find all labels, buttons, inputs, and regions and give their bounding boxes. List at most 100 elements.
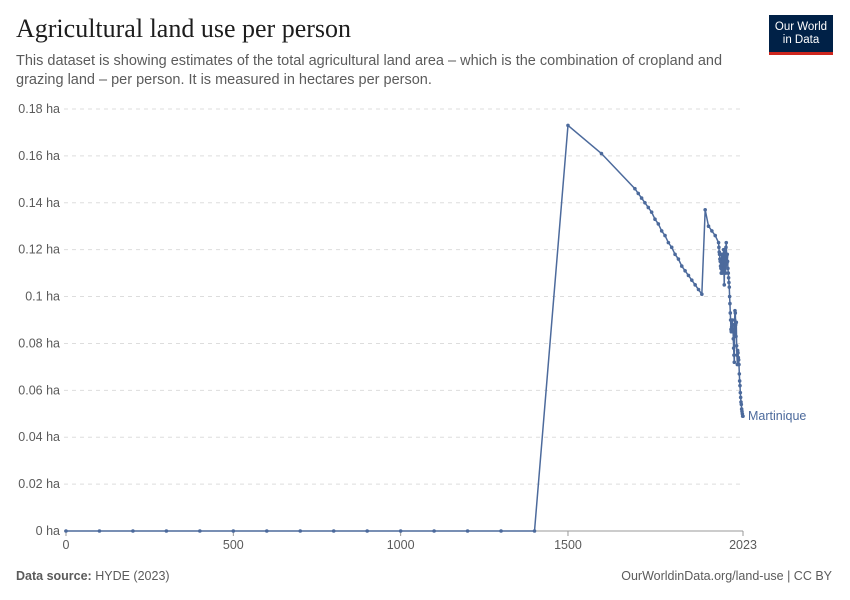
data-line [66,123,744,532]
data-point [599,151,604,156]
y-tick-label: 0.18 ha [18,102,60,116]
data-point [64,529,68,533]
data-point [164,529,169,533]
data-point [717,245,721,250]
data-point [727,294,732,299]
data-point [741,414,745,418]
data-point [676,257,681,261]
data-point [723,250,727,254]
data-point [656,222,661,226]
logo-text[interactable]: Our World [774,20,828,33]
data-point [737,379,742,383]
data-point [731,346,736,350]
data-point [649,210,654,214]
data-point [639,196,644,200]
data-point [739,402,744,407]
data-point [724,245,728,250]
footer-link[interactable]: OurWorldinData.org/land-use | CC BY [621,569,832,583]
data-point [725,252,730,257]
data-point [689,278,694,282]
y-tick-label: 0.1 ha [25,290,60,304]
data-point [696,287,701,292]
data-point [728,311,733,315]
data-point [719,266,723,271]
y-tick-label: 0.12 ha [18,243,60,257]
data-point [663,233,667,238]
x-tick-label: 0 [63,538,70,552]
data-point [737,372,742,376]
logo-text[interactable]: in Data [782,33,820,46]
data-point [738,390,743,395]
data-point [669,245,674,250]
series-label: Martinique [748,409,806,423]
data-point [736,358,741,362]
data-point [732,353,736,357]
data-point [720,252,725,257]
data-point [727,285,732,289]
data-point [633,186,637,191]
data-point [666,240,671,245]
data-point [734,334,738,339]
data-point [706,224,711,229]
source-label: Data source: [16,569,92,583]
data-point [713,233,718,238]
source-link[interactable]: HYDE (2023) [95,569,170,583]
data-point [727,280,731,285]
data-point [725,259,730,264]
data-point [731,336,736,341]
x-tick-label: 1500 [554,538,582,552]
data-point [465,529,470,533]
y-tick-label: 0.06 ha [18,383,60,397]
data-point [722,283,727,287]
data-point [131,529,135,533]
data-point [683,268,687,273]
data-point [700,292,704,297]
data-point [646,205,651,210]
data-point [710,229,714,233]
data-point [636,191,641,196]
data-point [737,362,741,367]
data-point [723,271,728,275]
data-point [738,395,743,400]
data-point [738,383,742,388]
chart-subtitle: This dataset is showing estimates of the… [16,53,723,88]
data-point [736,351,740,355]
x-tick-label: 1000 [387,538,415,552]
data-point [722,259,727,264]
y-tick-label: 0.04 ha [18,430,60,444]
data-point [726,271,731,275]
logo[interactable]: Our World in Data [769,15,833,55]
y-tick-label: 0.16 ha [18,149,60,163]
data-point [726,266,730,271]
data-point [659,229,664,233]
y-tick-label: 0.14 ha [18,196,60,210]
data-point [97,529,102,533]
data-point [231,529,236,533]
data-point [724,240,729,245]
data-point [731,322,735,327]
data-point [716,240,721,245]
data-point [298,529,303,533]
data-point [726,276,731,280]
source: Data source: HYDE (2023) [16,569,170,583]
data-point [198,529,202,533]
data-point [499,529,503,533]
data-point [730,327,735,332]
data-point [673,252,677,257]
data-point [734,343,739,348]
data-point [733,311,738,315]
chart-title: Agricultural land use per person [16,14,352,43]
x-tick-label: 2023 [729,538,757,552]
data-point [693,283,697,287]
data-point [532,529,537,533]
data-point [365,529,369,533]
data-point [398,529,403,533]
y-tick-label: 0 ha [36,524,60,538]
data-point [679,264,684,268]
data-point [703,208,707,212]
data-point [728,301,732,306]
data-point [264,529,269,533]
data-point [686,273,691,278]
